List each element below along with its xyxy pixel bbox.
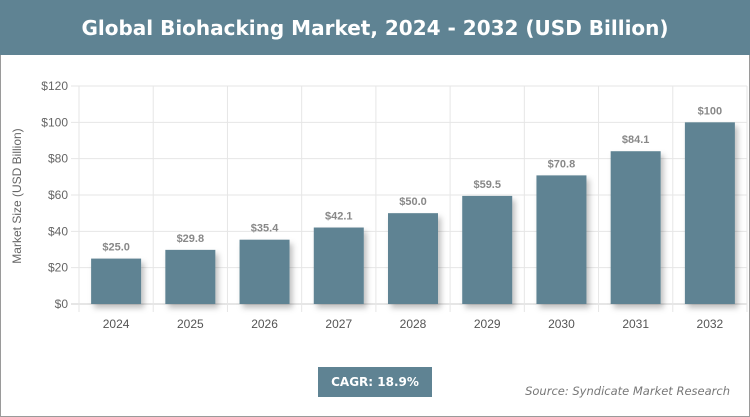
x-tick-label: 2026 bbox=[251, 317, 278, 331]
y-tick-label: $100 bbox=[41, 115, 68, 129]
x-tick-label: 2032 bbox=[697, 317, 724, 331]
x-tick-label: 2031 bbox=[622, 317, 649, 331]
bar-2029 bbox=[462, 195, 513, 304]
data-label: $70.8 bbox=[548, 158, 576, 170]
x-tick-label: 2029 bbox=[474, 317, 501, 331]
x-tick-label: 2030 bbox=[548, 317, 575, 331]
cagr-badge: CAGR: 18.9% bbox=[318, 367, 432, 397]
data-label: $42.1 bbox=[325, 211, 353, 223]
bar-2028 bbox=[388, 213, 438, 304]
data-label: $29.8 bbox=[177, 233, 205, 245]
x-tick-label: 2028 bbox=[400, 317, 427, 331]
bar-2024 bbox=[91, 258, 142, 304]
y-tick-label: $80 bbox=[48, 152, 68, 166]
y-tick-label: $60 bbox=[48, 188, 68, 202]
data-label: $25.0 bbox=[102, 242, 130, 254]
data-label: $59.5 bbox=[473, 179, 501, 191]
bar-2030 bbox=[536, 175, 587, 304]
data-label: $100 bbox=[698, 105, 722, 117]
bar-2031 bbox=[610, 151, 661, 304]
y-axis-label: Market Size (USD Billion) bbox=[10, 128, 24, 263]
data-label: $50.0 bbox=[399, 196, 427, 208]
x-tick-label: 2025 bbox=[177, 317, 204, 331]
data-label: $35.4 bbox=[251, 223, 279, 235]
bar-2032 bbox=[684, 122, 735, 304]
y-tick-label: $0 bbox=[55, 297, 69, 311]
y-tick-label: $40 bbox=[48, 224, 68, 238]
bar-2025 bbox=[165, 249, 216, 304]
bar-2027 bbox=[313, 227, 364, 304]
y-tick-label: $120 bbox=[41, 79, 68, 93]
y-tick-label: $20 bbox=[48, 261, 68, 275]
source-note: Source: Syndicate Market Research bbox=[525, 384, 730, 398]
x-tick-label: 2024 bbox=[103, 317, 130, 331]
data-label: $84.1 bbox=[622, 134, 650, 146]
chart-title: Global Biohacking Market, 2024 - 2032 (U… bbox=[0, 0, 750, 55]
x-tick-label: 2027 bbox=[325, 317, 352, 331]
bar-2026 bbox=[239, 239, 290, 304]
